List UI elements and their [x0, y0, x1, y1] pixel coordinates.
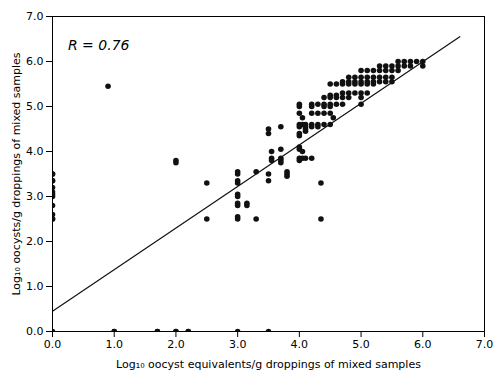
svg-text:4.0: 4.0 [291, 338, 309, 351]
svg-text:1.0: 1.0 [26, 280, 44, 293]
svg-text:3.0: 3.0 [229, 338, 247, 351]
svg-text:6.0: 6.0 [414, 338, 432, 351]
svg-text:7.0: 7.0 [26, 10, 44, 23]
svg-text:R = 0.76: R = 0.76 [68, 37, 130, 53]
svg-text:2.0: 2.0 [167, 338, 185, 351]
svg-text:2.0: 2.0 [26, 235, 44, 248]
svg-text:5.0: 5.0 [26, 100, 44, 113]
svg-text:7.0: 7.0 [476, 338, 494, 351]
svg-text:6.0: 6.0 [26, 55, 44, 68]
svg-text:5.0: 5.0 [352, 338, 370, 351]
svg-text:4.0: 4.0 [26, 145, 44, 158]
svg-text:3.0: 3.0 [26, 190, 44, 203]
svg-text:0.0: 0.0 [44, 338, 62, 351]
svg-text:0.0: 0.0 [26, 325, 44, 338]
svg-text:Log₁₀ oocysts/g droppings of m: Log₁₀ oocysts/g droppings of mixed sampl… [10, 52, 23, 295]
svg-text:Log₁₀ oocyst equivalents/g dro: Log₁₀ oocyst equivalents/g droppings of … [116, 358, 421, 371]
svg-text:1.0: 1.0 [105, 338, 123, 351]
